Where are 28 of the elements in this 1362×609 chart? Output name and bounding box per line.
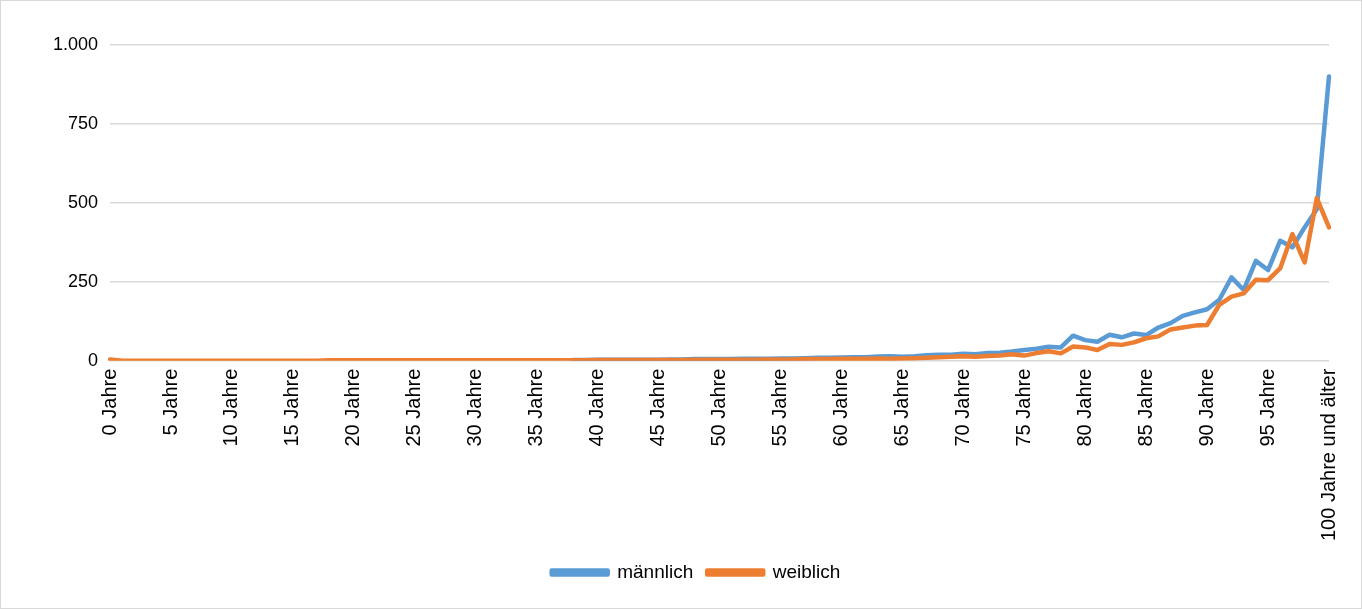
x-tick-label: 20 Jahre: [341, 368, 364, 447]
x-tick-label: 35 Jahre: [524, 368, 547, 447]
x-tick-label: 60 Jahre: [828, 368, 851, 447]
x-tick-label: 55 Jahre: [767, 368, 790, 447]
y-tick-label: 1.000: [53, 33, 99, 54]
x-tick-label: 5 Jahre: [158, 368, 181, 436]
x-tick-label: 90 Jahre: [1194, 368, 1217, 447]
x-tick-label: 25 Jahre: [402, 368, 425, 447]
x-tick-label: 95 Jahre: [1255, 368, 1278, 447]
x-tick-label: 0 Jahre: [97, 368, 120, 436]
y-tick-label: 0: [88, 349, 99, 370]
x-tick-label: 75 Jahre: [1011, 368, 1034, 447]
x-tick-label: 85 Jahre: [1133, 368, 1156, 447]
x-tick-label: 45 Jahre: [646, 368, 669, 447]
x-tick-label: 15 Jahre: [280, 368, 303, 447]
legend-label: weiblich: [771, 560, 841, 582]
x-tick-label: 40 Jahre: [585, 368, 608, 447]
x-tick-label: 100 Jahre und älter: [1316, 368, 1339, 541]
x-tick-label: 50 Jahre: [707, 368, 730, 447]
legend-label: männlich: [617, 560, 694, 582]
x-tick-label: 65 Jahre: [889, 368, 912, 447]
y-tick-label: 500: [68, 191, 99, 212]
x-tick-label: 10 Jahre: [219, 368, 242, 447]
y-tick-label: 750: [68, 112, 99, 133]
x-tick-label: 70 Jahre: [950, 368, 973, 447]
x-tick-label: 80 Jahre: [1072, 368, 1095, 447]
y-tick-label: 250: [68, 270, 99, 291]
x-tick-label: 30 Jahre: [463, 368, 486, 447]
